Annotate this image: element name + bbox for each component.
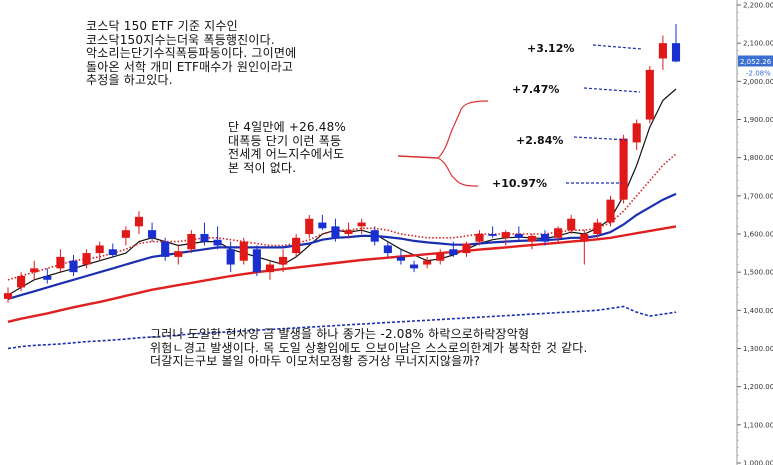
candle-body	[436, 253, 445, 261]
guide-line	[592, 44, 643, 50]
candle-body	[645, 69, 654, 120]
y-tick-label: 1,900.00	[743, 116, 773, 124]
candle-body	[475, 234, 484, 242]
ma-line-black	[7, 88, 677, 296]
candle-body	[134, 216, 144, 227]
candle-body	[658, 43, 667, 59]
moving-average-lines	[7, 88, 677, 350]
y-tick-label: 1,300.00	[743, 345, 773, 353]
candle-body	[488, 234, 497, 236]
candle-body	[593, 222, 602, 234]
candle-body	[108, 249, 117, 255]
last-price-box	[738, 55, 773, 67]
candle-body	[252, 249, 261, 273]
y-tick-label: 1,000.00	[743, 460, 773, 465]
top-annotation: 코스닥 150 ETF 기준 지수인 코스닥150지수는더욱 폭등행진이다. 악…	[86, 19, 297, 87]
y-tick-label: 2,200.00	[743, 2, 773, 10]
guide-lines	[566, 44, 643, 184]
candle-body	[305, 218, 314, 234]
y-tick-label: 1,800.00	[743, 154, 773, 162]
candles	[3, 24, 681, 303]
candle-body	[396, 256, 406, 261]
guide-line	[573, 136, 629, 141]
candle-body	[462, 243, 471, 254]
candle-body	[69, 260, 78, 273]
last-price-label: 2,052.26	[740, 58, 772, 66]
candle-body	[527, 235, 536, 242]
candle-body	[226, 249, 235, 265]
candle-body	[292, 237, 301, 254]
candle-body	[449, 249, 458, 255]
volume-line	[7, 305, 677, 350]
candle-body	[318, 222, 327, 229]
candle-body	[278, 256, 288, 265]
y-tick-label: 1,700.00	[743, 192, 773, 200]
candle-body	[632, 123, 641, 143]
candle-body	[409, 264, 419, 269]
candle-body	[17, 275, 26, 288]
ma-line-blue	[7, 192, 677, 300]
candle-body	[514, 234, 523, 238]
candle-body	[331, 226, 340, 238]
candle-body	[239, 241, 248, 261]
candle-body	[501, 232, 510, 238]
percent-label-1: +3.12%	[527, 42, 575, 55]
candle-body	[370, 230, 379, 242]
y-axis: 2,200.00 2,100.00 2,000.00 1,900.00 1,800.00…	[736, 0, 773, 465]
candle-body	[161, 241, 170, 257]
y-tick-label: 1,100.00	[743, 421, 773, 429]
candle-body	[357, 222, 366, 227]
candle-body	[30, 268, 39, 273]
candle-body	[200, 234, 209, 242]
percent-label-2: +7.47%	[512, 83, 560, 96]
guide-line	[583, 87, 641, 93]
candle-body	[423, 260, 432, 265]
bottom-annotation: 그러나 도일한 현사잉 금 발생을 하나 종가는 -2.08% 하락으로하락장악…	[150, 327, 588, 368]
candle-body	[148, 230, 157, 238]
last-change-label: -2.08%	[746, 69, 771, 77]
candle-body	[671, 43, 681, 62]
y-tick-label: 1,400.00	[743, 307, 773, 315]
candle-body	[121, 230, 130, 238]
middle-annotation: 단 4일만에 +26.48% 대폭등 단기 이런 폭등 전세계 어느지수에서도 …	[228, 120, 347, 175]
percent-label-3: +2.84%	[516, 134, 564, 147]
y-tick-label: 1,200.00	[743, 383, 773, 391]
y-tick-label: 2,000.00	[743, 78, 773, 86]
candle-body	[540, 234, 550, 242]
percent-label-4: +10.97%	[492, 177, 548, 190]
candle-body	[95, 245, 104, 254]
candle-body	[567, 218, 576, 231]
y-tick-label: 2,100.00	[743, 40, 773, 48]
candle-body	[174, 251, 183, 257]
candle-body	[619, 138, 628, 200]
candle-body	[56, 256, 65, 269]
bracket-pointer	[397, 155, 439, 159]
candle-body	[82, 253, 91, 265]
candle-body	[213, 239, 222, 246]
candle-body	[554, 228, 563, 238]
candle-body	[265, 264, 275, 273]
y-tick-label: 1,500.00	[743, 269, 773, 277]
candle-body	[43, 275, 52, 280]
candle-body	[344, 230, 353, 234]
candle-body	[580, 234, 589, 242]
ma-line-red	[7, 225, 677, 323]
curly-bracket	[436, 100, 489, 187]
candle-body	[383, 245, 392, 254]
candle-body	[3, 293, 13, 299]
candle-body	[606, 199, 615, 223]
y-tick-label: 1,600.00	[743, 231, 773, 239]
candle-body	[187, 234, 196, 250]
